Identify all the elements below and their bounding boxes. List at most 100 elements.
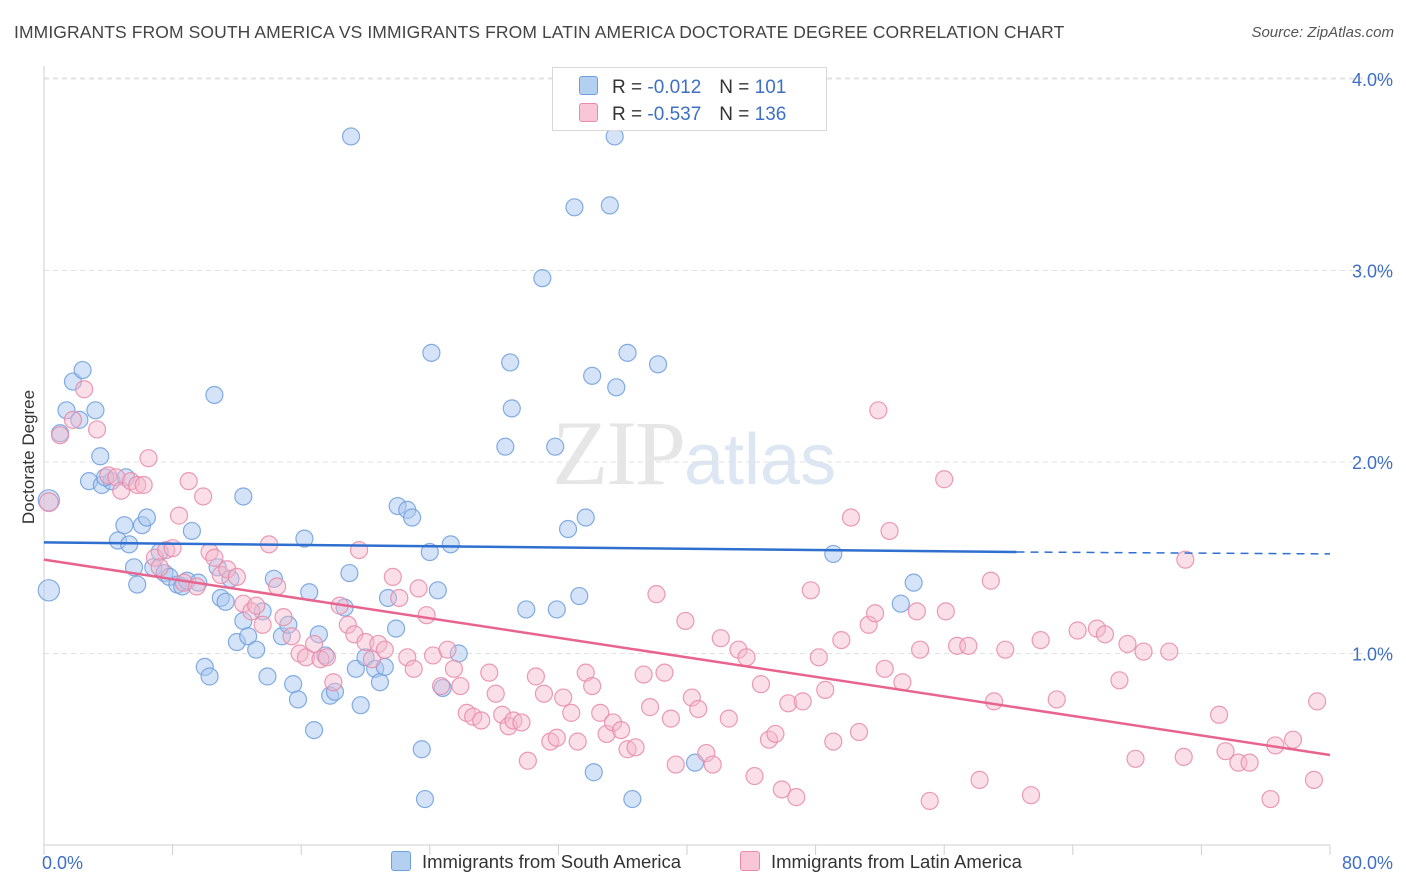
data-point-latin-america bbox=[324, 673, 343, 692]
y-tick-label: 2.0% bbox=[1352, 453, 1393, 473]
data-point-south-america bbox=[618, 343, 637, 362]
data-point-latin-america bbox=[816, 680, 835, 699]
y-tick-label: 4.0% bbox=[1352, 70, 1393, 90]
legend-n-label: N = bbox=[719, 104, 750, 125]
data-point-latin-america bbox=[745, 766, 764, 786]
data-point-latin-america bbox=[970, 770, 989, 789]
data-point-latin-america bbox=[875, 659, 894, 678]
data-point-latin-america bbox=[1160, 642, 1179, 661]
legend-r-value: -0.537 bbox=[647, 104, 702, 125]
data-point-south-america bbox=[288, 690, 308, 709]
data-point-latin-america bbox=[1216, 742, 1235, 761]
x-tick-label-max: 80.0% bbox=[1342, 853, 1393, 873]
data-point-latin-america bbox=[1110, 671, 1129, 690]
data-point-south-america bbox=[386, 619, 406, 638]
data-point-latin-america bbox=[1021, 786, 1041, 805]
data-point-south-america bbox=[73, 360, 92, 380]
data-point-latin-america bbox=[107, 468, 126, 487]
data-point-latin-america bbox=[390, 588, 409, 608]
trend-line-south-america-extension bbox=[1016, 551, 1331, 555]
data-point-south-america bbox=[607, 378, 626, 397]
x-tick-label-min: 0.0% bbox=[42, 853, 83, 873]
data-point-south-america bbox=[428, 581, 447, 600]
data-point-latin-america bbox=[910, 640, 930, 659]
data-point-latin-america bbox=[981, 571, 1000, 590]
data-point-latin-america bbox=[296, 648, 316, 667]
data-point-south-america bbox=[234, 487, 253, 506]
data-point-latin-america bbox=[404, 659, 423, 678]
data-point-latin-america bbox=[451, 676, 470, 696]
data-point-south-america bbox=[295, 529, 314, 548]
data-point-latin-america bbox=[472, 711, 491, 730]
data-point-latin-america bbox=[87, 420, 107, 439]
data-point-south-america bbox=[517, 600, 536, 619]
bottom-legend-south-america: Immigrants from South America bbox=[391, 851, 681, 873]
trend-line-south-america bbox=[43, 541, 1017, 554]
data-point-latin-america bbox=[611, 720, 631, 740]
data-point-south-america bbox=[216, 592, 235, 611]
data-point-latin-america bbox=[568, 732, 587, 751]
data-point-latin-america bbox=[1261, 789, 1280, 809]
data-point-south-america bbox=[341, 127, 361, 146]
data-point-latin-america bbox=[349, 540, 369, 560]
data-point-south-america bbox=[576, 508, 595, 527]
data-point-south-america bbox=[533, 269, 552, 288]
data-point-latin-america bbox=[134, 475, 153, 495]
watermark-atlas: atlas bbox=[684, 420, 837, 500]
data-point-latin-america bbox=[409, 579, 428, 598]
watermark-zip: ZIP bbox=[552, 402, 686, 504]
data-point-latin-america bbox=[634, 665, 653, 684]
data-point-latin-america bbox=[218, 560, 237, 579]
data-point-south-america bbox=[37, 579, 61, 602]
data-point-latin-america bbox=[282, 627, 301, 646]
data-point-latin-america bbox=[880, 521, 899, 541]
bottom-legend-swatch-blue bbox=[391, 851, 411, 871]
data-point-latin-america bbox=[597, 724, 616, 744]
data-point-latin-america bbox=[832, 630, 851, 650]
legend-n-value: 136 bbox=[754, 104, 787, 125]
legend-r-label: R = bbox=[612, 77, 643, 98]
data-point-south-america bbox=[583, 366, 602, 385]
source-label: Source: ZipAtlas.com bbox=[1251, 24, 1394, 41]
data-point-latin-america bbox=[655, 663, 674, 682]
data-point-south-america bbox=[182, 521, 201, 541]
data-point-latin-america bbox=[128, 475, 147, 495]
data-point-south-america bbox=[501, 353, 520, 372]
data-point-latin-america bbox=[591, 703, 610, 722]
data-point-south-america bbox=[558, 519, 578, 539]
data-point-south-america bbox=[304, 720, 324, 740]
y-tick-label: 1.0% bbox=[1352, 645, 1393, 665]
legend-n-label: N = bbox=[719, 77, 750, 98]
data-point-latin-america bbox=[1095, 625, 1115, 644]
data-point-latin-america bbox=[139, 449, 158, 468]
legend-row-latin-america: R = -0.537 N = 136 bbox=[579, 103, 786, 127]
bottom-legend-label: Immigrants from Latin America bbox=[771, 851, 1022, 872]
data-point-latin-america bbox=[398, 648, 417, 667]
data-point-latin-america bbox=[996, 640, 1015, 659]
chart-title: IMMIGRANTS FROM SOUTH AMERICA VS IMMIGRA… bbox=[14, 22, 1065, 42]
data-point-latin-america bbox=[444, 659, 464, 678]
data-point-latin-america bbox=[157, 540, 176, 560]
data-point-latin-america bbox=[801, 581, 820, 600]
data-point-latin-america bbox=[431, 676, 451, 696]
data-point-south-america bbox=[824, 544, 843, 564]
data-point-south-america bbox=[623, 789, 642, 809]
data-point-latin-america bbox=[518, 751, 537, 770]
data-point-latin-america bbox=[242, 602, 261, 621]
data-point-latin-america bbox=[526, 667, 545, 686]
data-point-south-america bbox=[205, 385, 224, 405]
data-point-latin-america bbox=[661, 709, 681, 728]
data-point-latin-america bbox=[554, 688, 573, 707]
data-point-latin-america bbox=[689, 699, 708, 719]
data-point-latin-america bbox=[859, 615, 878, 634]
data-point-latin-america bbox=[583, 676, 602, 696]
data-point-south-america bbox=[584, 763, 603, 782]
data-point-south-america bbox=[441, 535, 460, 554]
bottom-legend-latin-america: Immigrants from Latin America bbox=[740, 851, 1022, 873]
data-point-latin-america bbox=[493, 705, 512, 724]
data-point-latin-america bbox=[163, 539, 182, 558]
series-latin-america-points bbox=[38, 380, 1327, 811]
data-point-latin-america bbox=[676, 611, 695, 631]
data-point-latin-america bbox=[150, 558, 169, 577]
